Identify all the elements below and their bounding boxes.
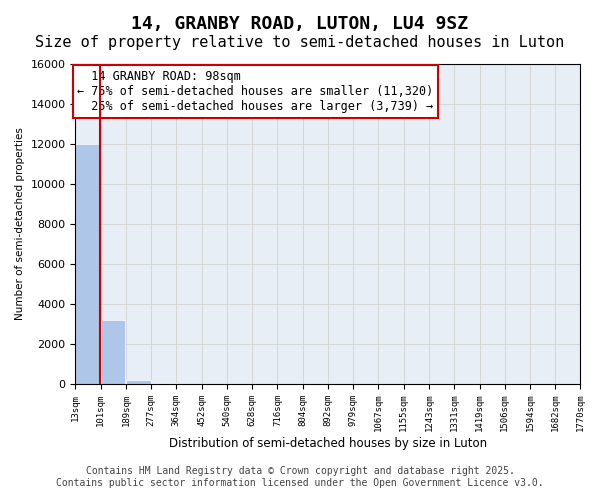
Bar [76, 144, 100, 384]
Y-axis label: Number of semi-detached properties: Number of semi-detached properties [15, 128, 25, 320]
Text: Contains HM Land Registry data © Crown copyright and database right 2025.
Contai: Contains HM Land Registry data © Crown c… [56, 466, 544, 487]
Text: Size of property relative to semi-detached houses in Luton: Size of property relative to semi-detach… [35, 35, 565, 50]
Bar [126, 380, 151, 384]
Text: 14 GRANBY ROAD: 98sqm
← 75% of semi-detached houses are smaller (11,320)
  25% o: 14 GRANBY ROAD: 98sqm ← 75% of semi-deta… [77, 70, 434, 113]
X-axis label: Distribution of semi-detached houses by size in Luton: Distribution of semi-detached houses by … [169, 437, 487, 450]
Text: 14, GRANBY ROAD, LUTON, LU4 9SZ: 14, GRANBY ROAD, LUTON, LU4 9SZ [131, 15, 469, 33]
Bar [101, 320, 125, 384]
